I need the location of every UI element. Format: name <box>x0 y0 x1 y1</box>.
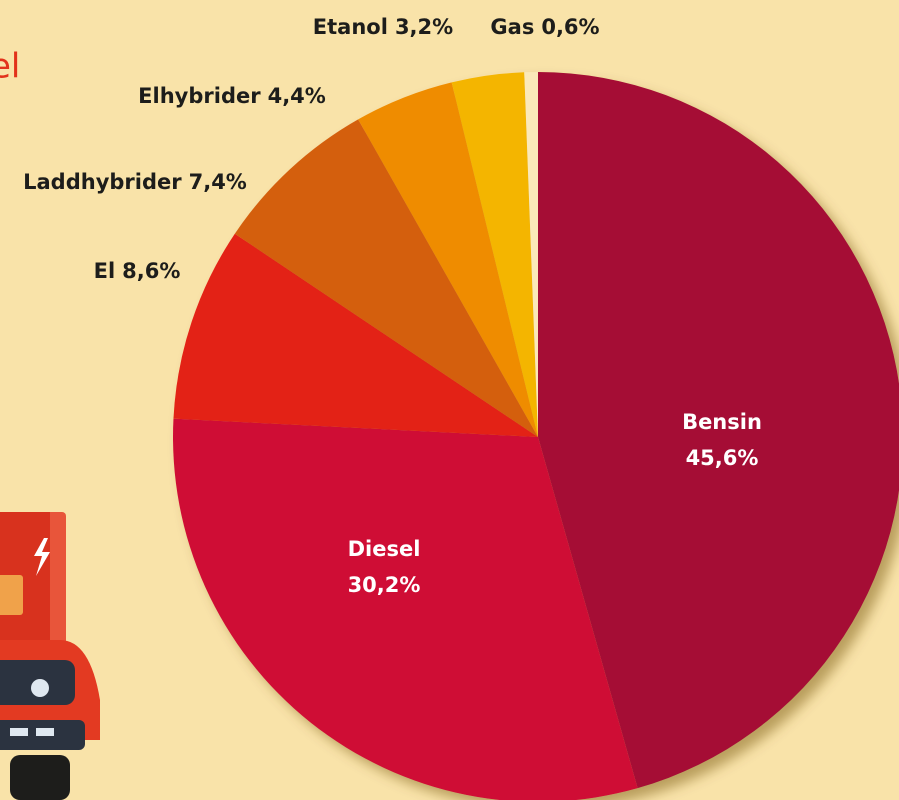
slice-category: Gas <box>490 15 534 39</box>
pie-slice <box>524 72 538 437</box>
pie-slice <box>173 233 539 437</box>
slice-value: 4,4% <box>268 84 326 108</box>
slice-category: Etanol <box>313 15 388 39</box>
slice-category: El <box>94 259 116 283</box>
slice-value: 30,2% <box>348 573 421 597</box>
pie-slice <box>234 119 538 437</box>
pie-slice <box>173 418 638 800</box>
illustration <box>0 512 100 800</box>
slice-value: 0,6% <box>541 15 599 39</box>
slice-label: Gas 0,6% <box>490 15 599 39</box>
pie <box>173 72 899 800</box>
chart-title: el <box>0 47 20 87</box>
slice-category: Elhybrider <box>138 84 261 108</box>
slice-value: 8,6% <box>122 259 180 283</box>
slice-label: Elhybrider 4,4% <box>138 84 326 108</box>
slice-label: Laddhybrider 7,4% <box>23 170 247 194</box>
slice-label: Diesel <box>348 537 421 561</box>
slice-value: 7,4% <box>189 170 247 194</box>
pie-slice <box>538 72 899 789</box>
slice-value: 45,6% <box>686 446 759 470</box>
slice-category: Laddhybrider <box>23 170 182 194</box>
pie-slice <box>358 82 538 437</box>
pie-slice <box>451 72 538 438</box>
slice-value: 3,2% <box>395 15 453 39</box>
slice-label: Etanol 3,2% <box>313 15 453 39</box>
slice-label: El 8,6% <box>94 259 181 283</box>
slice-label: Bensin <box>682 410 762 434</box>
